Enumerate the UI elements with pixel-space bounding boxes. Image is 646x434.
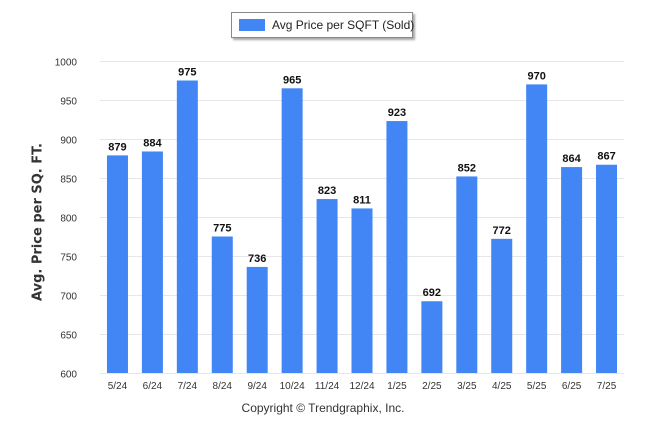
bar[interactable] [281, 88, 303, 374]
y-axis-label: Avg. Price per SQ. FT. [30, 143, 46, 301]
data-label: 965 [283, 74, 301, 86]
bar[interactable] [351, 208, 373, 373]
data-label: 823 [318, 185, 336, 197]
bar[interactable] [526, 84, 548, 374]
y-axis-ticks: 600 650 700 750 800 850 900 950 1000 [55, 58, 78, 381]
y-tick-label: 700 [60, 292, 77, 303]
x-tick-label: 7/25 [597, 381, 617, 392]
x-tick-label: 11/24 [315, 381, 340, 392]
y-tick-label: 1000 [55, 58, 78, 69]
x-tick-label: 8/24 [213, 381, 233, 392]
bar[interactable] [141, 151, 163, 373]
bar[interactable] [491, 238, 513, 373]
data-label: 811 [353, 194, 371, 206]
y-tick-label: 750 [60, 253, 77, 264]
x-tick-label: 9/24 [247, 381, 267, 392]
data-label: 884 [143, 137, 162, 149]
x-tick-label: 6/25 [562, 381, 582, 392]
data-label: 864 [562, 153, 581, 165]
y-tick-label: 600 [60, 370, 77, 381]
x-tick-label: 2/25 [422, 381, 442, 392]
data-label: 867 [597, 151, 615, 163]
x-axis-ticks: 5/24 6/24 7/24 8/24 9/24 10/24 11/24 12/24 1/25 2… [108, 381, 617, 392]
bar[interactable] [176, 80, 198, 374]
data-label: 775 [213, 223, 231, 235]
x-tick-label: 7/24 [178, 381, 198, 392]
legend-label: Avg Price per SQFT (Sold) [272, 18, 415, 32]
x-tick-label: 5/25 [527, 381, 547, 392]
data-label: 772 [493, 225, 511, 237]
y-tick-label: 800 [60, 214, 77, 225]
copyright-footer: Copyright © Trendgraphix, Inc. [241, 401, 405, 415]
bar[interactable] [561, 167, 583, 373]
bar[interactable] [246, 266, 268, 373]
data-label: 736 [248, 253, 266, 265]
legend-swatch [239, 19, 265, 31]
y-tick-label: 850 [60, 175, 77, 186]
data-label: 879 [108, 141, 126, 153]
data-label: 692 [423, 287, 441, 299]
x-tick-label: 6/24 [143, 381, 163, 392]
bar[interactable] [106, 155, 128, 373]
data-label: 970 [527, 70, 545, 82]
x-tick-label: 4/25 [492, 381, 512, 392]
bar[interactable] [596, 164, 618, 373]
bars [106, 80, 618, 374]
bar[interactable] [421, 301, 443, 373]
y-tick-label: 950 [60, 97, 77, 108]
data-label: 975 [178, 67, 196, 79]
x-tick-label: 5/24 [108, 381, 128, 392]
data-label: 923 [388, 107, 406, 119]
x-tick-label: 1/25 [387, 381, 407, 392]
y-tick-label: 650 [60, 331, 77, 342]
data-label: 852 [458, 162, 476, 174]
legend[interactable]: Avg Price per SQFT (Sold) [231, 12, 415, 38]
bar[interactable] [316, 199, 338, 373]
bar[interactable] [386, 121, 408, 373]
x-tick-label: 10/24 [280, 381, 305, 392]
bar[interactable] [456, 176, 478, 373]
x-tick-label: 12/24 [349, 381, 374, 392]
x-tick-label: 3/25 [457, 381, 477, 392]
bar[interactable] [211, 236, 233, 374]
y-tick-label: 900 [60, 136, 77, 147]
data-labels: 879 884 975 775 736 965 823 811 923 692 852 772 970 8… [108, 67, 615, 300]
